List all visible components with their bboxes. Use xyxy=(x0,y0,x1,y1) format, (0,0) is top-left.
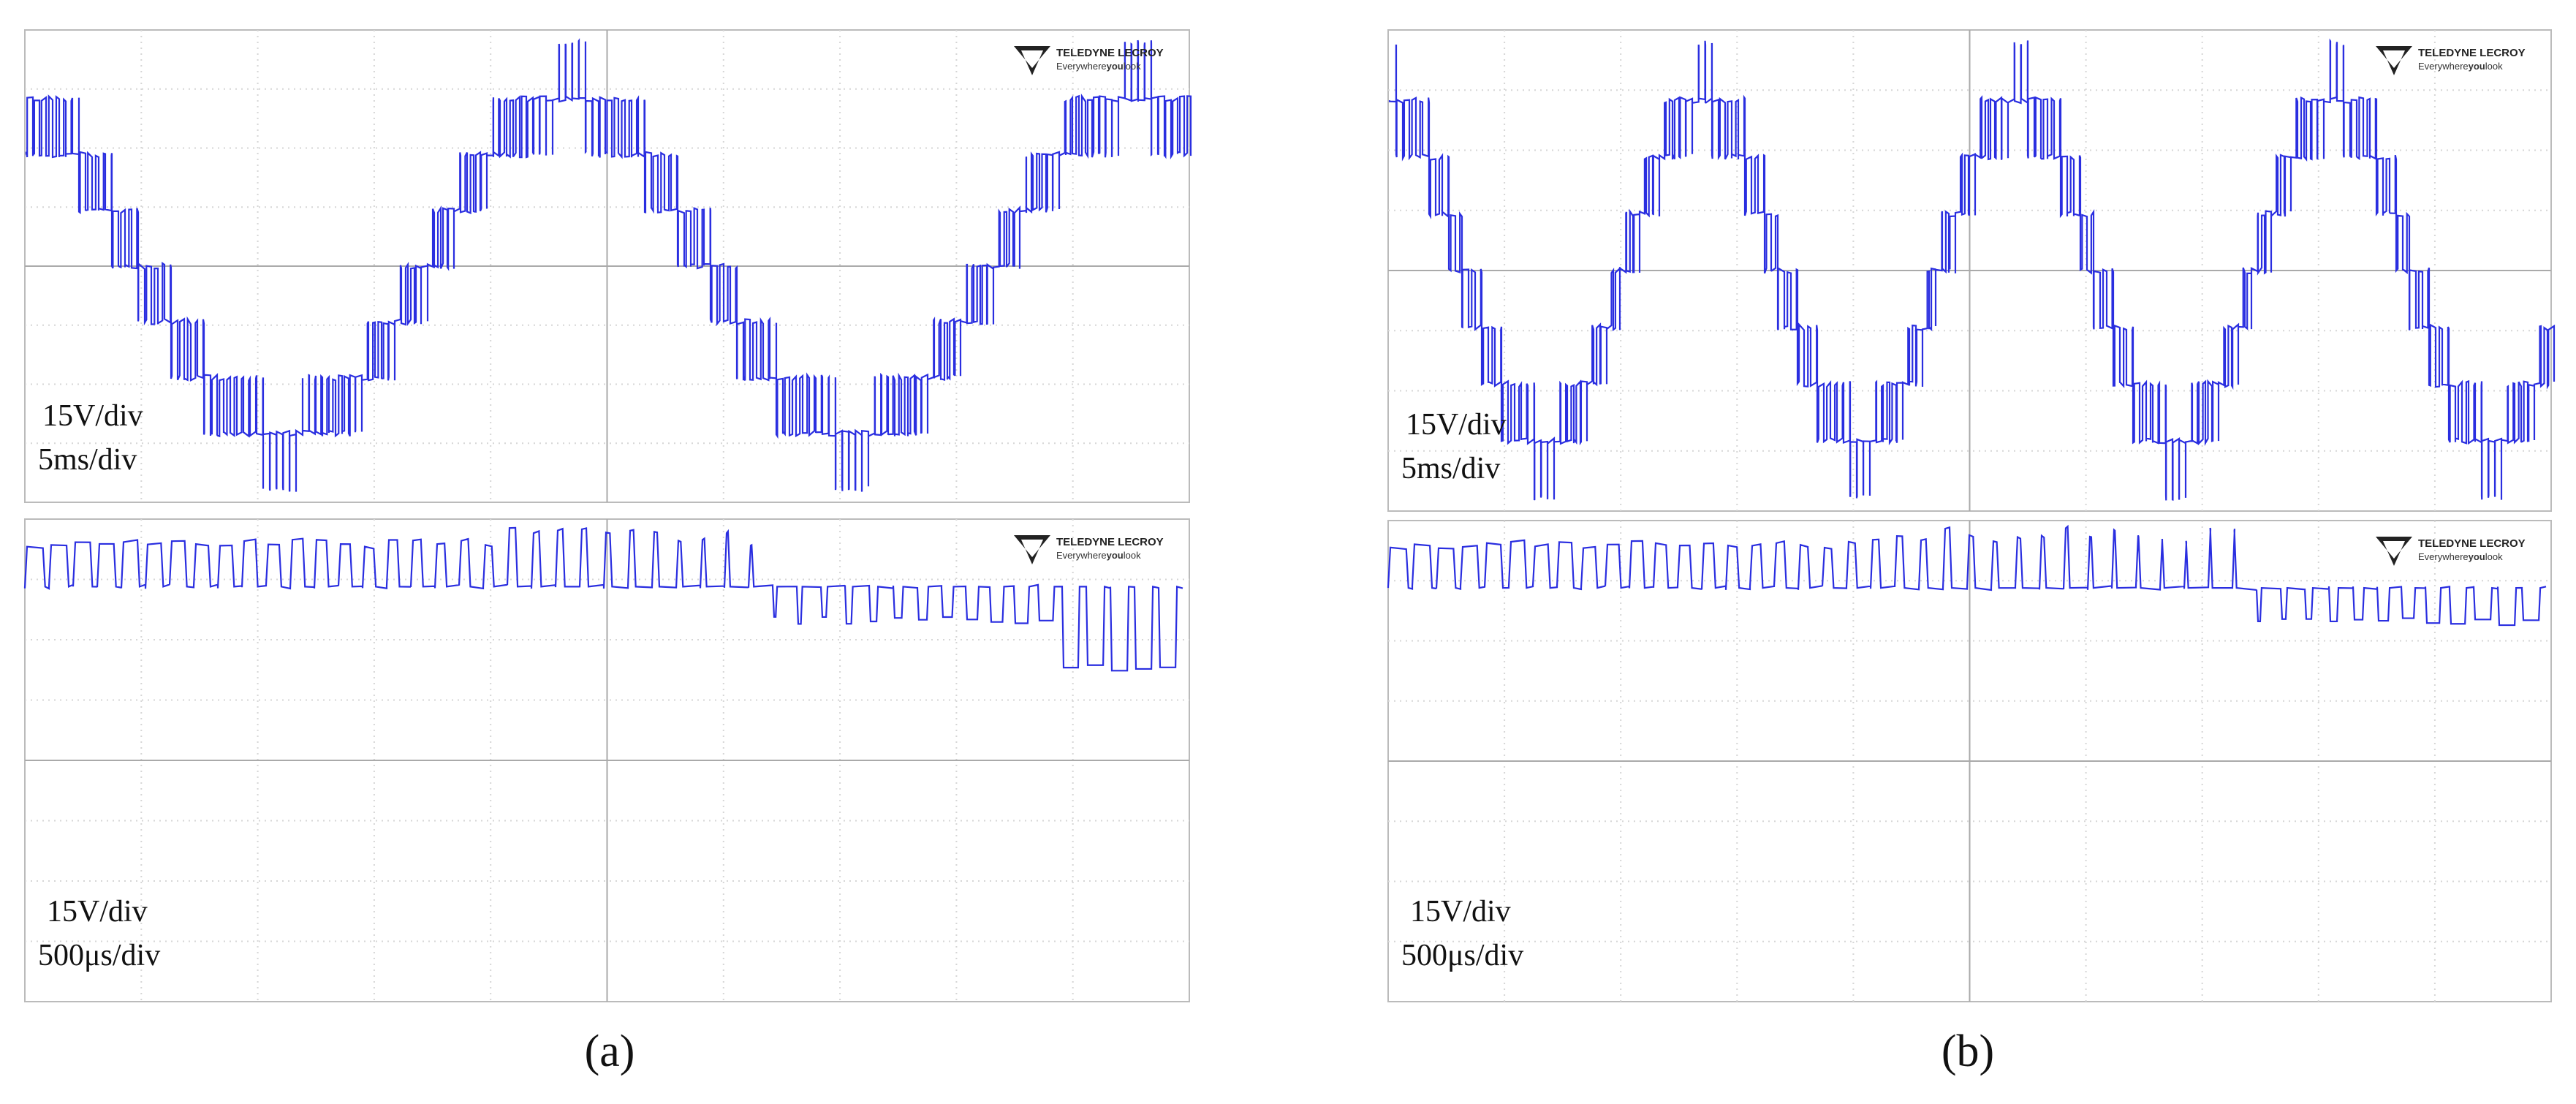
waveform xyxy=(23,526,1183,672)
time-per-div: 500μs/div xyxy=(1401,939,1523,972)
tagline-part: look xyxy=(2485,551,2503,562)
logo-brand: TELEDYNE LECROY xyxy=(1056,536,1164,548)
volts-per-div: 15V/div xyxy=(42,399,143,433)
tagline-part: you xyxy=(1107,550,1124,561)
panel-caption: (a) xyxy=(585,1027,635,1076)
waveform xyxy=(25,38,1192,492)
panel-caption: (b) xyxy=(1942,1027,1994,1076)
tagline-part: Everywhere xyxy=(2418,551,2469,562)
tagline-part: you xyxy=(1107,61,1124,72)
logo-tagline: Everywhereyoulook xyxy=(2418,61,2503,72)
logo-icon xyxy=(2376,537,2412,566)
time-per-div: 5ms/div xyxy=(38,443,137,477)
tagline-part: Everywhere xyxy=(1056,550,1107,561)
volts-per-div: 15V/div xyxy=(47,895,148,929)
logo-brand: TELEDYNE LECROY xyxy=(1056,47,1164,59)
logo: TELEDYNE LECROY Everywhereyoulook xyxy=(1014,535,1164,564)
logo-icon xyxy=(2376,46,2412,75)
logo-tagline: Everywhereyoulook xyxy=(1056,61,1141,72)
tagline-part: you xyxy=(2469,61,2485,72)
logo-icon xyxy=(1014,535,1050,564)
logo-brand: TELEDYNE LECROY xyxy=(2418,537,2526,550)
tagline-part: look xyxy=(1124,61,1141,72)
volts-per-div: 15V/div xyxy=(1406,408,1507,442)
time-per-div: 500μs/div xyxy=(38,939,160,972)
logo-tagline: Everywhereyoulook xyxy=(2418,551,2503,562)
volts-per-div: 15V/div xyxy=(1410,895,1511,929)
logo-icon xyxy=(1014,46,1050,75)
waveform xyxy=(1387,524,2547,627)
time-per-div: 5ms/div xyxy=(1401,452,1500,485)
logo: TELEDYNE LECROY Everywhereyoulook xyxy=(2376,46,2526,75)
logo-tagline: Everywhereyoulook xyxy=(1056,550,1141,561)
tagline-part: Everywhere xyxy=(2418,61,2469,72)
waveform xyxy=(1388,38,2556,501)
logo-brand: TELEDYNE LECROY xyxy=(2418,47,2526,59)
tagline-part: look xyxy=(2485,61,2503,72)
tagline-part: you xyxy=(2469,551,2485,562)
tagline-part: look xyxy=(1124,550,1141,561)
logo: TELEDYNE LECROY Everywhereyoulook xyxy=(1014,46,1164,75)
tagline-part: Everywhere xyxy=(1056,61,1107,72)
